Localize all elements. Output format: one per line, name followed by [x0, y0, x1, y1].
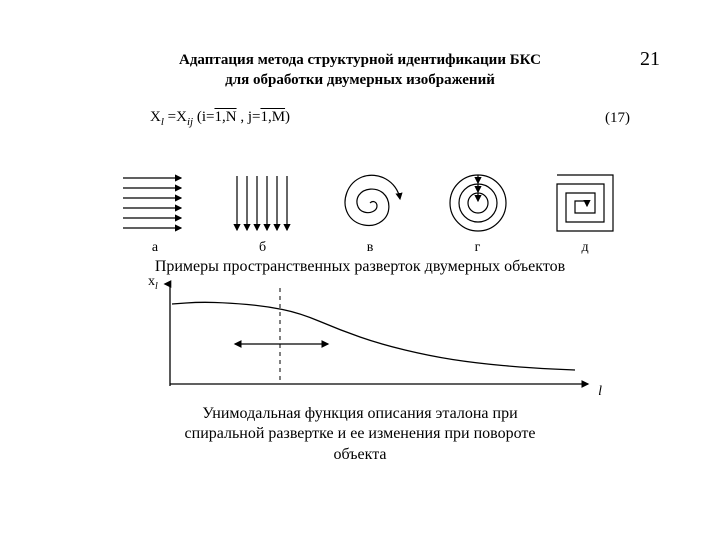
- chart-y-sub: l: [155, 280, 158, 291]
- unimodal-chart: xl l: [120, 278, 610, 398]
- diagram-b: [218, 170, 308, 236]
- diagram-d: [433, 170, 523, 236]
- diagram-e: [540, 170, 630, 236]
- equation-number: (17): [605, 110, 630, 127]
- eq-lhs-var: X: [150, 109, 161, 125]
- label-b: б: [218, 240, 308, 256]
- eq-sep: , j=: [237, 109, 261, 125]
- eq-rhs-var: X: [176, 109, 187, 125]
- chart-svg: [130, 278, 600, 398]
- caption2-l2: спиральной развертке и ее изменения при …: [185, 425, 536, 442]
- diagram-a: [110, 170, 200, 236]
- equation-body: Xl =Xij (i=1,N , j=1,M): [150, 109, 290, 128]
- chart-x-label: l: [598, 384, 602, 400]
- diagram-labels: а б в г д: [110, 240, 630, 256]
- eq-close: ): [285, 109, 290, 125]
- label-d: г: [433, 240, 523, 256]
- chart-y-label: xl: [148, 274, 158, 292]
- page-title: Адаптация метода структурной идентификац…: [100, 50, 620, 91]
- diagram-row: [110, 146, 630, 236]
- diagram-c: [325, 170, 415, 236]
- caption-chart: Унимодальная функция описания эталона пр…: [100, 404, 620, 466]
- label-a: а: [110, 240, 200, 256]
- equation-17: Xl =Xij (i=1,N , j=1,M) (17): [150, 109, 630, 128]
- eq-range2: 1,M: [260, 109, 285, 125]
- caption2-l3: объекта: [334, 446, 387, 463]
- eq-range1: 1,N: [214, 109, 236, 125]
- page-number: 21: [640, 48, 660, 71]
- caption2-l1: Унимодальная функция описания эталона пр…: [202, 405, 517, 422]
- eq-idx: (i=: [193, 109, 214, 125]
- eq-lhs-sub: l: [161, 116, 164, 128]
- label-e: д: [540, 240, 630, 256]
- label-c: в: [325, 240, 415, 256]
- chart-y-var: x: [148, 274, 155, 289]
- title-line-1: Адаптация метода структурной идентификац…: [179, 52, 541, 68]
- title-line-2: для обработки двумерных изображений: [225, 72, 495, 88]
